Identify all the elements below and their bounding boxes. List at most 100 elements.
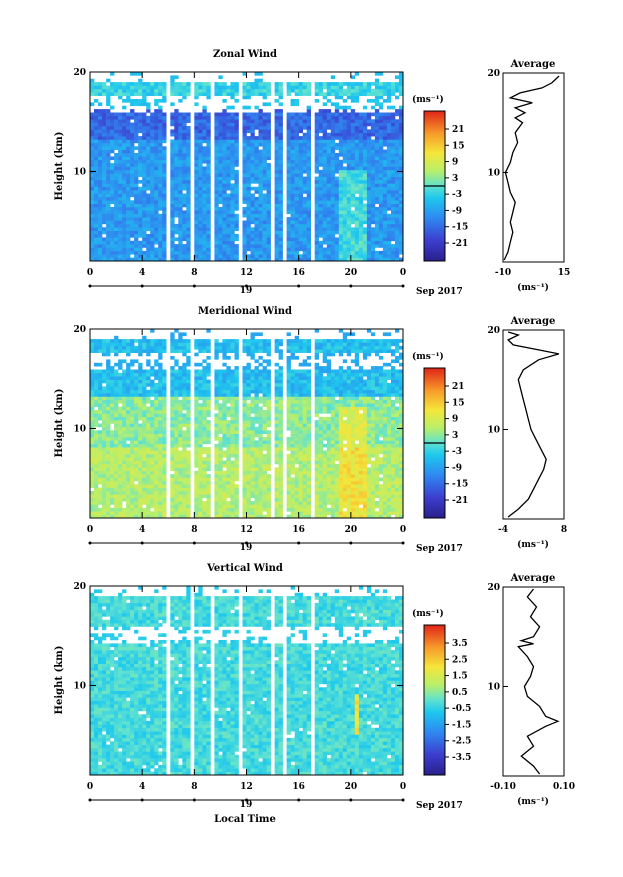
heatmap-cell (279, 129, 283, 133)
heatmap-cell (359, 231, 363, 235)
heatmap-cell (214, 89, 218, 93)
heatmap-cell (251, 160, 255, 164)
heatmap-cell (206, 370, 210, 374)
heatmap-cell (114, 403, 118, 407)
heatmap-cell (142, 430, 146, 434)
heatmap-cell (371, 187, 375, 191)
heatmap-cell (379, 204, 383, 208)
heatmap-cell (331, 167, 335, 171)
heatmap-cell (202, 366, 206, 370)
heatmap-cell (174, 447, 178, 451)
heatmap-cell (122, 190, 126, 194)
heatmap-cell (154, 102, 158, 106)
heatmap-cell (194, 190, 198, 194)
heatmap-cell (194, 370, 198, 374)
heatmap-cell (222, 92, 226, 96)
heatmap-cell (94, 156, 98, 160)
heatmap-cell (110, 464, 114, 468)
heatmap-cell (319, 217, 323, 221)
heatmap-cell (383, 170, 387, 174)
heatmap-cell (279, 89, 283, 93)
heatmap-cell (222, 254, 226, 258)
heatmap-cell (134, 234, 138, 238)
heatmap-cell (323, 96, 327, 100)
heatmap-cell (263, 248, 267, 252)
heatmap-cell (186, 170, 190, 174)
heatmap-cell (162, 488, 166, 492)
heatmap-cell (130, 454, 134, 458)
heatmap-cell (299, 156, 303, 160)
heatmap-cell (287, 221, 291, 225)
heatmap-cell (307, 143, 311, 147)
heatmap-cell (138, 197, 142, 201)
heatmap-cell (178, 92, 182, 96)
heatmap-cell (247, 116, 251, 120)
heatmap-cell (186, 153, 190, 157)
heatmap-cell (154, 251, 158, 255)
heatmap-cell (134, 217, 138, 221)
heatmap-cell (118, 96, 122, 100)
heatmap-cell (218, 505, 222, 509)
heatmap-cell (126, 376, 130, 380)
heatmap-cell (90, 82, 94, 86)
heatmap-cell (291, 224, 295, 228)
heatmap-cell (126, 153, 130, 157)
heatmap-cell (126, 505, 130, 509)
heatmap-cell (162, 187, 166, 191)
heatmap-cell (170, 400, 174, 404)
heatmap-cell (194, 501, 198, 505)
heatmap-cell (98, 481, 102, 485)
heatmap-cell (150, 511, 154, 515)
heatmap-cell (295, 156, 299, 160)
heatmap-cell (355, 146, 359, 150)
heatmap-cell (142, 339, 146, 343)
heatmap-cell (162, 464, 166, 468)
heatmap-cell (202, 180, 206, 184)
heatmap-cell (218, 244, 222, 248)
heatmap-cell (94, 86, 98, 90)
heatmap-cell (194, 437, 198, 441)
heatmap-cell (383, 123, 387, 127)
heatmap-cell (287, 204, 291, 208)
heatmap-cell (118, 146, 122, 150)
heatmap-cell (235, 254, 239, 258)
heatmap-cell (130, 72, 134, 76)
heatmap-cell (182, 129, 186, 133)
heatmap-cell (174, 170, 178, 174)
heatmap-cell (275, 197, 279, 201)
heatmap-cell (235, 143, 239, 147)
heatmap-cell (154, 126, 158, 130)
heatmap-cell (355, 227, 359, 231)
heatmap-cell (158, 177, 162, 181)
heatmap-cell (122, 163, 126, 167)
heatmap-cell (158, 353, 162, 357)
heatmap-cell (158, 488, 162, 492)
heatmap-cell (387, 241, 391, 245)
heatmap-cell (150, 474, 154, 478)
heatmap-cell (150, 214, 154, 218)
heatmap-cell (150, 210, 154, 214)
heatmap-cell (130, 505, 134, 509)
heatmap-cell (122, 376, 126, 380)
heatmap-cell (94, 214, 98, 218)
heatmap-cell (198, 501, 202, 505)
heatmap-cell (94, 478, 98, 482)
heatmap-cell (359, 180, 363, 184)
heatmap-cell (102, 153, 106, 157)
heatmap-cell (222, 481, 226, 485)
heatmap-cell (102, 376, 106, 380)
heatmap-cell (202, 106, 206, 110)
heatmap-cell (259, 221, 263, 225)
heatmap-cell (379, 92, 383, 96)
heatmap-cell (351, 156, 355, 160)
heatmap-cell (90, 231, 94, 235)
heatmap-cell (235, 214, 239, 218)
heatmap-cell (218, 501, 222, 505)
heatmap-cell (114, 123, 118, 127)
heatmap-cell (158, 444, 162, 448)
heatmap-cell (122, 173, 126, 177)
heatmap-cell (182, 424, 186, 428)
heatmap-cell (263, 254, 267, 258)
heatmap-cell (126, 129, 130, 133)
heatmap-cell (230, 194, 234, 198)
